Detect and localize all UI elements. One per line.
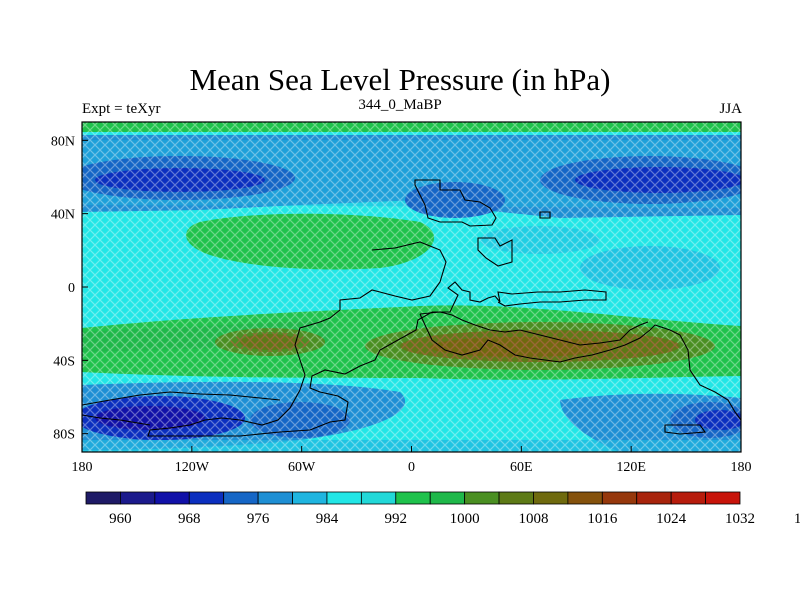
- x-tick-label: 60E: [510, 460, 533, 475]
- colorbar-swatch: [223, 491, 259, 505]
- colorbar-label: 1016: [587, 511, 618, 527]
- x-tick-label: 120W: [175, 460, 210, 475]
- colorbar-swatch: [292, 491, 328, 505]
- colorbar-swatch: [498, 491, 534, 505]
- colorbar-swatch: [85, 491, 121, 505]
- colorbar-label: 968: [178, 511, 201, 527]
- x-axis: 180 120W 60W 0 60E 120E 180: [72, 446, 752, 475]
- colorbar-swatch: [567, 491, 603, 505]
- colorbar-swatch: [120, 491, 156, 505]
- y-tick-label: 40N: [51, 208, 75, 223]
- colorbar-label: 960: [109, 511, 132, 527]
- period-label: 344_0_MaBP: [358, 97, 442, 113]
- chart-title: Mean Sea Level Pressure (in hPa): [189, 62, 611, 97]
- y-tick-label: 80N: [51, 134, 75, 149]
- colorbar-swatch: [705, 491, 741, 505]
- colorbar-label: 1008: [518, 511, 548, 527]
- x-tick-label: 60W: [288, 460, 316, 475]
- y-axis: 80N 40N 0 40S 80S: [51, 134, 88, 443]
- colorbar: 960 968 976 984 992 1000 1008 1016 1024 1032 1040: [85, 491, 800, 527]
- colorbar-swatch: [601, 491, 638, 505]
- colorbar-swatch: [464, 491, 500, 505]
- x-tick-label: 120E: [616, 460, 646, 475]
- colorbar-swatch: [188, 491, 225, 505]
- pressure-field: [82, 122, 741, 452]
- colorbar-label: 984: [316, 511, 339, 527]
- colorbar-swatch: [636, 491, 672, 505]
- colorbar-swatch: [360, 491, 397, 505]
- colorbar-swatch: [257, 491, 293, 505]
- colorbar-label: 976: [247, 511, 270, 527]
- colorbar-label: 1000: [450, 511, 480, 527]
- colorbar-swatch: [429, 491, 466, 505]
- colorbar-label: 1040: [794, 511, 800, 527]
- x-tick-label: 180: [72, 460, 93, 475]
- colorbar-swatch: [154, 491, 190, 505]
- colorbar-swatch: [395, 491, 431, 505]
- x-tick-label: 0: [408, 460, 415, 475]
- colorbar-label: 1032: [725, 511, 755, 527]
- colorbar-label: 1024: [656, 511, 687, 527]
- y-tick-label: 0: [68, 281, 75, 296]
- y-tick-label: 40S: [53, 354, 75, 369]
- colorbar-swatch: [533, 491, 569, 505]
- colorbar-swatch: [326, 491, 362, 505]
- x-tick-label: 180: [731, 460, 752, 475]
- season-label: JJA: [719, 101, 742, 117]
- colorbar-swatch: [670, 491, 706, 505]
- colorbar-label: 992: [385, 511, 408, 527]
- y-tick-label: 80S: [53, 428, 75, 443]
- continent-outlines: [82, 179, 741, 437]
- experiment-label: Expt = teXyr: [82, 101, 161, 117]
